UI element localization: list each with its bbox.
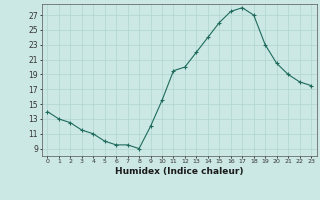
X-axis label: Humidex (Indice chaleur): Humidex (Indice chaleur) <box>115 167 244 176</box>
